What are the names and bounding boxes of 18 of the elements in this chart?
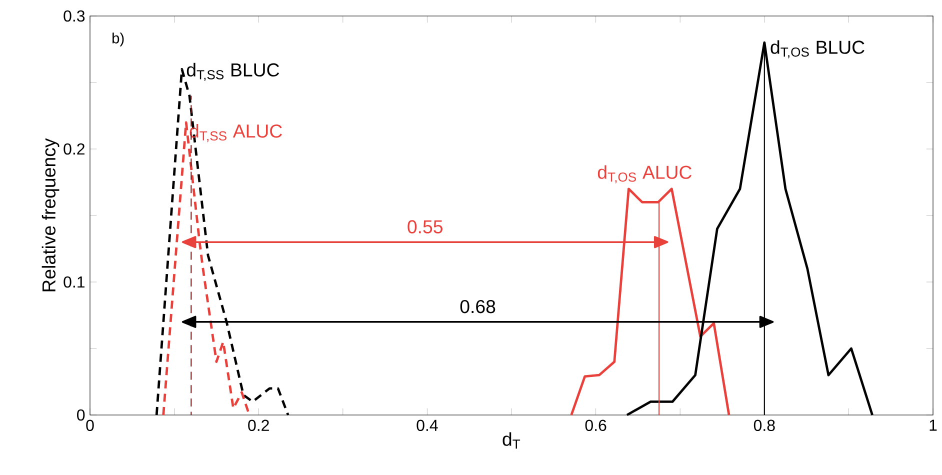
annotation: 0.68 [460,300,496,314]
series-label: d$_{T,OS}$ ALUC [598,165,692,184]
y-tick-label: 0 [77,409,85,421]
series-label: d$_{T,SS}$ BLUC [186,62,280,81]
x-tick-label: 0 [86,420,94,432]
y-tick-label: 0.2 [64,143,84,155]
y-tick-label: 0.1 [64,276,85,288]
x-tick-label: 0.2 [248,420,269,432]
annotation: b) [112,32,124,46]
x-tick-label: 0.6 [585,420,606,432]
x-tick-label: 0.8 [754,420,775,432]
x-axis-title: d$_{T}$ [502,432,520,449]
y-tick-label: 0.3 [64,10,85,22]
y-axis-title: Relative frequency [42,138,60,292]
annotation: 0.55 [408,220,442,234]
x-tick-label: 1 [930,420,937,431]
series-label: d$_{T,OS}$ BLUC [770,40,864,58]
x-tick-label: 0.4 [416,420,438,432]
